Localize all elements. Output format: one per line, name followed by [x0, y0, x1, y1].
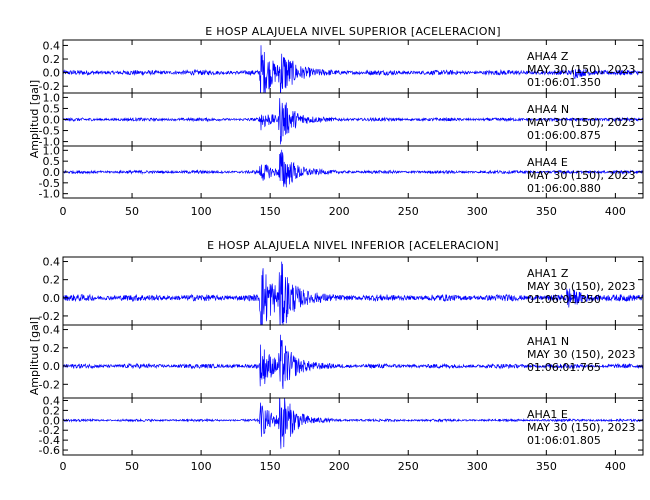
station-annotation-line: AHA1 Z: [527, 267, 569, 280]
waveform-aha1-n: [63, 334, 643, 389]
y-axis-label: Amplitud [gal]: [28, 80, 41, 158]
waveform-aha1-e: [63, 398, 643, 449]
panel-frame: [62, 397, 644, 456]
y-tick-label: 0.5: [43, 102, 61, 115]
station-annotation-line: 01:06:00.875: [527, 129, 601, 142]
y-tick-label: 0.4: [43, 39, 61, 52]
y-tick-label: 0.4: [43, 256, 61, 269]
x-tick-label: 400: [605, 460, 626, 473]
y-tick-label: -0.5: [39, 177, 60, 190]
x-tick-label: 300: [467, 460, 488, 473]
x-tick-label: 100: [191, 205, 212, 218]
station-annotation-line: MAY 30 (150), 2023: [527, 169, 635, 182]
y-tick-label: -0.2: [39, 424, 60, 437]
station-annotation-line: 01:06:01.350: [527, 76, 601, 89]
x-tick-label: 250: [398, 205, 419, 218]
x-tick-label: 150: [260, 460, 281, 473]
y-tick-label: -1.0: [39, 136, 60, 149]
chart-1: E HOSP ALAJUELA NIVEL SUPERIOR [ACELERAC…: [28, 25, 644, 218]
station-annotation-line: AHA1 E: [527, 408, 568, 421]
waveform-aha1-z: [63, 261, 643, 325]
y-tick-label: 0.5: [43, 155, 61, 168]
y-tick-label: 1.0: [43, 91, 61, 104]
station-annotation-line: MAY 30 (150), 2023: [527, 63, 635, 76]
y-tick-label: 0.0: [43, 114, 61, 127]
y-tick-label: -0.6: [39, 444, 60, 457]
x-tick-label: 250: [398, 460, 419, 473]
x-tick-label: 50: [125, 460, 139, 473]
y-tick-label: 1.0: [43, 144, 61, 157]
y-tick-label: 0.0: [43, 292, 61, 305]
station-annotation-line: 01:06:01.350: [527, 293, 601, 306]
y-axis-label: Amplitud [gal]: [28, 317, 41, 395]
x-tick-label: 400: [605, 205, 626, 218]
x-tick-label: 0: [60, 460, 67, 473]
station-annotation-line: 01:06:01.805: [527, 434, 601, 447]
x-tick-label: 0: [60, 205, 67, 218]
chart-2: E HOSP ALAJUELA NIVEL INFERIOR [ACELERAC…: [28, 239, 644, 473]
x-tick-label: 150: [260, 205, 281, 218]
station-annotation-line: AHA4 N: [527, 103, 569, 116]
y-tick-label: -0.2: [39, 310, 60, 323]
station-annotation-line: AHA1 N: [527, 335, 569, 348]
station-annotation-line: MAY 30 (150), 2023: [527, 280, 635, 293]
y-tick-label: 0.2: [43, 404, 61, 417]
y-tick-label: 0.4: [43, 394, 61, 407]
y-tick-label: -0.2: [39, 80, 60, 93]
charts-layer: E HOSP ALAJUELA NIVEL SUPERIOR [ACELERAC…: [28, 25, 644, 473]
y-tick-label: 0.2: [43, 274, 61, 287]
x-tick-label: 350: [536, 205, 557, 218]
station-annotation-line: MAY 30 (150), 2023: [527, 348, 635, 361]
station-annotation-line: AHA4 E: [527, 156, 568, 169]
station-annotation-line: 01:06:01.765: [527, 361, 601, 374]
chart-title: E HOSP ALAJUELA NIVEL INFERIOR [ACELERAC…: [207, 239, 499, 252]
y-tick-label: -0.5: [39, 125, 60, 138]
y-tick-label: -0.4: [39, 434, 60, 447]
chart-title: E HOSP ALAJUELA NIVEL SUPERIOR [ACELERAC…: [205, 25, 501, 38]
x-tick-label: 200: [329, 460, 350, 473]
station-annotation-line: MAY 30 (150), 2023: [527, 421, 635, 434]
y-tick-label: 0.0: [43, 166, 61, 179]
waveform-aha4-e: [63, 149, 643, 188]
y-tick-label: 0.0: [43, 414, 61, 427]
station-annotation-line: 01:06:00.880: [527, 182, 601, 195]
y-tick-label: 0.0: [43, 67, 61, 80]
x-tick-label: 100: [191, 460, 212, 473]
waveform-aha4-n: [63, 98, 643, 145]
y-tick-label: 0.2: [43, 342, 61, 355]
station-annotation-line: AHA4 Z: [527, 50, 569, 63]
y-tick-label: 0.2: [43, 53, 61, 66]
waveform-aha4-z: [63, 45, 643, 93]
y-tick-label: 0.4: [43, 324, 61, 337]
y-tick-label: 0.0: [43, 360, 61, 373]
x-tick-label: 200: [329, 205, 350, 218]
x-tick-label: 350: [536, 460, 557, 473]
y-tick-label: -1.0: [39, 188, 60, 201]
station-annotation-line: MAY 30 (150), 2023: [527, 116, 635, 129]
x-tick-label: 300: [467, 205, 488, 218]
x-tick-label: 50: [125, 205, 139, 218]
y-tick-label: -0.2: [39, 378, 60, 391]
